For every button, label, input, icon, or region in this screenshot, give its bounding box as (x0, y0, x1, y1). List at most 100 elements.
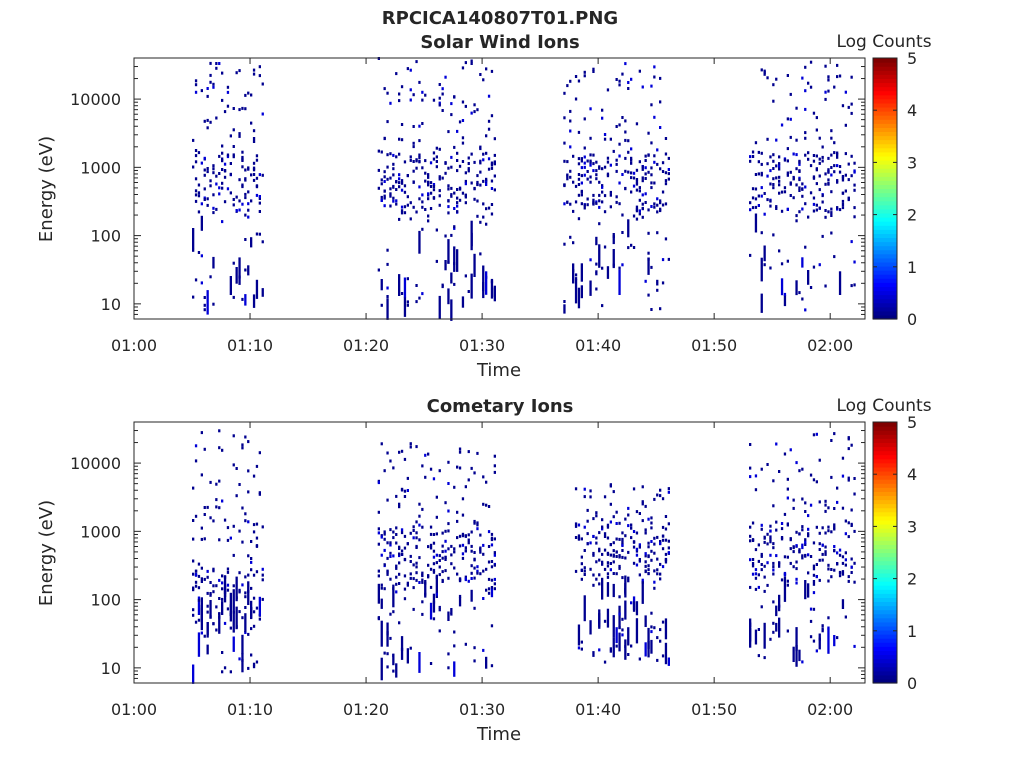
heatmap-cell (818, 188, 821, 192)
heatmap-cell (421, 507, 424, 511)
heatmap-cell (795, 106, 798, 110)
heatmap-cell (487, 157, 491, 161)
heatmap-cell (804, 153, 807, 157)
heatmap-cell (644, 569, 647, 573)
heatmap-cell (754, 572, 758, 576)
heatmap-cell (783, 292, 787, 296)
colorbar-label: Log Counts (836, 396, 931, 416)
heatmap-cell (583, 487, 586, 491)
heatmap-cell (432, 617, 436, 621)
heatmap-cell (638, 558, 641, 561)
heatmap-cell (221, 181, 224, 185)
heatmap-cell (403, 457, 407, 461)
heatmap-cell (580, 640, 583, 644)
colorbar-swatch (873, 168, 897, 173)
heatmap-cell (606, 523, 610, 527)
heatmap-cell (395, 155, 398, 159)
colorbar-tick-label: 2 (907, 206, 917, 225)
x-axis-label: Time (476, 360, 521, 381)
heatmap-cell (487, 560, 491, 564)
heatmap-cell (577, 624, 581, 646)
heatmap-cell (566, 173, 569, 177)
heatmap-cell (632, 487, 636, 491)
heatmap-cell (395, 564, 398, 568)
axes: 01:00 01:10 01:20 01:30 01:40 01:50 02:0010100… (70, 421, 865, 719)
heatmap-cell (203, 303, 206, 307)
heatmap-cell (595, 177, 598, 181)
heatmap-cell (572, 209, 575, 213)
heatmap-cell (818, 542, 821, 546)
heatmap-cell (444, 501, 447, 505)
heatmap-cell (400, 123, 404, 126)
heatmap-cell (485, 177, 488, 181)
heatmap-cell (395, 494, 398, 498)
y-tick-label: 1000 (80, 522, 121, 541)
heatmap-cell (247, 91, 250, 95)
heatmap-cell (627, 506, 630, 510)
heatmap-cell (485, 271, 488, 295)
heatmap-cell (261, 288, 264, 297)
heatmap-cell (801, 467, 804, 471)
heatmap-cell (630, 190, 633, 194)
heatmap-cell (783, 571, 787, 575)
heatmap-cell (453, 485, 456, 489)
heatmap-cell (377, 149, 380, 153)
heatmap-cell (830, 439, 833, 442)
heatmap-cell (476, 527, 479, 531)
heatmap-cell (661, 258, 665, 262)
heatmap-cell (801, 187, 804, 191)
heatmap-cell (255, 154, 259, 158)
heatmap-cell (221, 499, 224, 503)
heatmap-cell (197, 151, 201, 155)
heatmap-cell (206, 203, 209, 207)
heatmap-cell (386, 91, 389, 95)
heatmap-cell (824, 509, 827, 513)
heatmap-cell (461, 543, 465, 547)
heatmap-cell (656, 535, 659, 539)
heatmap-cell (258, 173, 261, 177)
heatmap-cell (795, 645, 798, 667)
heatmap-cell (757, 628, 760, 631)
heatmap-cell (827, 178, 830, 182)
heatmap-cell (621, 231, 624, 234)
heatmap-cell (598, 648, 601, 652)
colorbar-tick-label: 2 (907, 570, 917, 589)
colorbar-swatch (873, 634, 897, 639)
heatmap-cell (653, 181, 656, 185)
heatmap-cell (664, 527, 668, 531)
heatmap-cell (589, 159, 592, 163)
heatmap-cell (775, 605, 778, 617)
x-tick-label: 01:30 (459, 700, 505, 719)
heatmap-cell (592, 202, 595, 206)
heatmap-cell (598, 531, 601, 535)
heatmap-cell (569, 202, 572, 206)
heatmap-cell (632, 246, 636, 249)
heatmap-cell (627, 219, 630, 238)
heatmap-cell (606, 160, 610, 164)
heatmap-cell (804, 554, 807, 558)
heatmap-cell (429, 467, 433, 471)
heatmap-cell (760, 151, 763, 155)
heatmap-cell (450, 113, 453, 117)
heatmap-cell (244, 595, 247, 599)
heatmap-cell (853, 260, 856, 264)
heatmap-cell (612, 637, 615, 658)
heatmap-cell (203, 119, 206, 123)
heatmap-cell (229, 276, 232, 295)
heatmap-cell (804, 107, 807, 111)
heatmap-cell (815, 563, 818, 566)
heatmap-cell (383, 189, 386, 193)
heatmap-cell (258, 197, 261, 200)
heatmap-cell (580, 569, 583, 572)
heatmap-cell (661, 547, 665, 551)
heatmap-cell (221, 144, 224, 148)
heatmap-cell (389, 101, 392, 105)
heatmap-cell (647, 640, 650, 658)
heatmap-cell (592, 551, 595, 555)
heatmap-cell (447, 522, 450, 526)
heatmap-cell (470, 59, 473, 63)
heatmap-cell (844, 90, 847, 94)
heatmap-cell (667, 522, 670, 526)
heatmap-cell (377, 481, 380, 485)
heatmap-cell (380, 303, 383, 307)
